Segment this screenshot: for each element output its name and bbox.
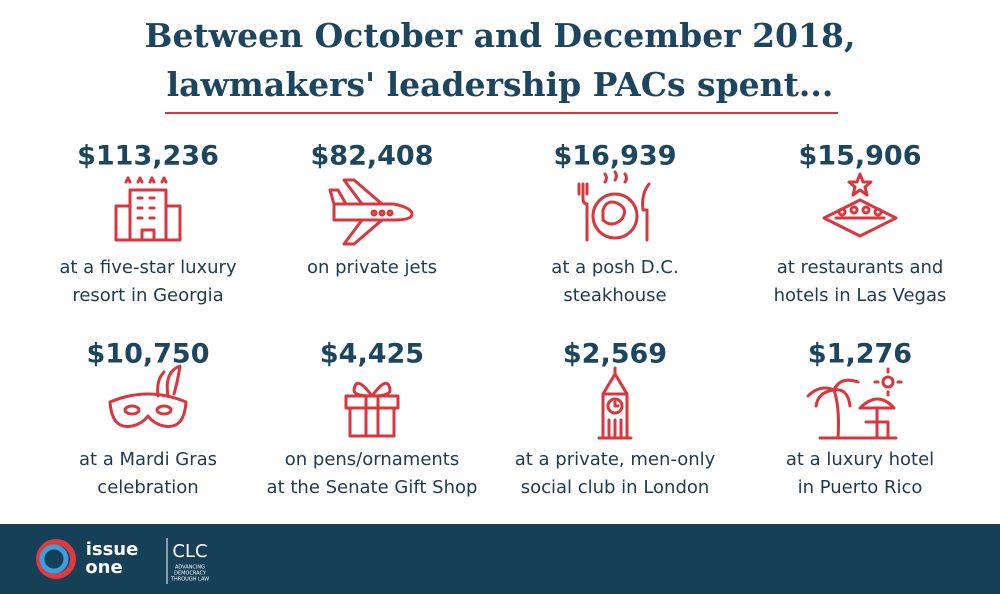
amount: $1,276 bbox=[808, 339, 912, 370]
amount: $16,939 bbox=[554, 141, 677, 172]
logo-text: issue bbox=[86, 539, 139, 560]
beach-icon bbox=[806, 367, 903, 440]
description: steakhouse bbox=[563, 285, 666, 306]
description: at a posh D.C. bbox=[551, 257, 678, 278]
issue-one-mark bbox=[39, 544, 69, 574]
steak-icon bbox=[577, 170, 651, 242]
description: at a private, men-only bbox=[515, 449, 716, 470]
title-line: lawmakers' leadership PACs spent... bbox=[167, 65, 834, 104]
amount: $4,425 bbox=[320, 339, 424, 370]
plane-icon bbox=[328, 178, 414, 246]
amount: $15,906 bbox=[799, 141, 922, 172]
hotel-icon bbox=[114, 176, 182, 242]
description: in Puerto Rico bbox=[798, 477, 923, 498]
vegas-sign-icon bbox=[822, 172, 898, 238]
amount: $113,236 bbox=[77, 141, 219, 172]
footer bbox=[0, 524, 1000, 594]
gift-icon bbox=[344, 381, 400, 438]
tower-icon bbox=[597, 366, 633, 440]
description: at the Senate Gift Shop bbox=[267, 477, 478, 498]
logo-text: one bbox=[85, 557, 122, 578]
description: social club in London bbox=[521, 477, 710, 498]
logo-text: CLC bbox=[172, 541, 207, 562]
amount: $2,569 bbox=[563, 339, 667, 370]
description: resort in Georgia bbox=[72, 285, 223, 306]
description: celebration bbox=[97, 477, 198, 498]
description: at a luxury hotel bbox=[786, 449, 934, 470]
logo-tagline: ADVANCING bbox=[175, 565, 205, 571]
description: at a Mardi Gras bbox=[79, 449, 217, 470]
description: hotels in Las Vegas bbox=[774, 285, 947, 306]
title-line: Between October and December 2018, bbox=[145, 16, 856, 55]
amount: $10,750 bbox=[87, 339, 210, 370]
description: on private jets bbox=[307, 257, 437, 278]
issue-one-mark bbox=[36, 539, 76, 579]
mask-icon bbox=[108, 364, 188, 428]
description: at restaurants and bbox=[777, 257, 944, 278]
description: at a five-star luxury bbox=[59, 257, 237, 278]
amount: $82,408 bbox=[311, 141, 434, 172]
description: on pens/ornaments bbox=[285, 449, 459, 470]
logo-tagline: THROUGH LAW bbox=[170, 577, 209, 583]
logo-tagline: DEMOCRACY bbox=[174, 571, 207, 577]
